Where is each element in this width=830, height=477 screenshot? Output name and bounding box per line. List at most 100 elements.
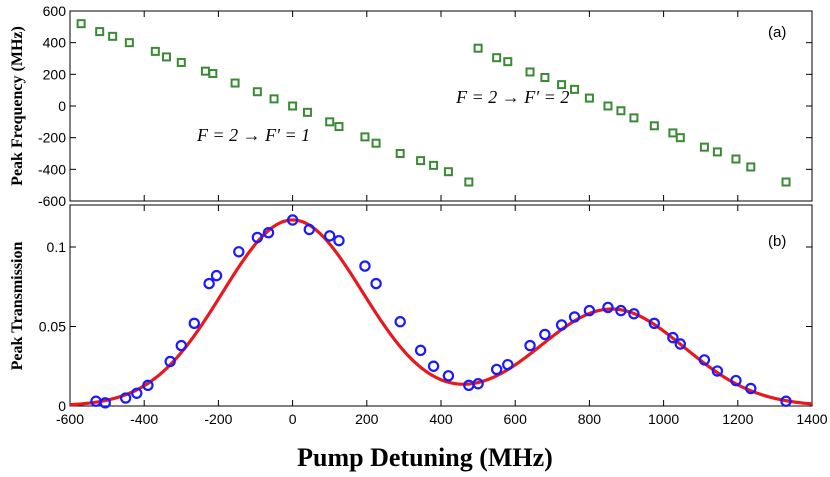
a-point [503, 57, 513, 67]
b-point [472, 378, 484, 390]
panel-a-frame [69, 10, 813, 202]
x-tick-label: 200 [355, 411, 379, 427]
b-point [780, 395, 792, 407]
a-point [230, 78, 240, 88]
b-point [568, 311, 581, 323]
b-point [730, 374, 742, 387]
a-point [416, 156, 426, 166]
a-point [252, 87, 262, 97]
panel-b-points [90, 214, 792, 409]
panel-b-frame [69, 204, 813, 407]
b-point [602, 301, 614, 314]
a-ytick-label: 200 [43, 66, 67, 82]
x-tick-label: -200 [204, 411, 232, 427]
a-point [371, 138, 381, 148]
a-point [95, 27, 105, 37]
a-point [557, 80, 567, 90]
panel-b-plot: 0.1 0.05 0 (b) Peak Transmission [9, 204, 813, 414]
b-point [233, 246, 245, 258]
x-tick-label: 0 [289, 411, 297, 427]
b-point [583, 304, 596, 317]
a-ytick-label: -600 [38, 193, 66, 209]
b-point [745, 382, 757, 395]
b-ytick-label: 0.1 [47, 239, 67, 255]
a-point [360, 132, 370, 142]
panel-b-ylabel: Peak Transmission [9, 242, 26, 371]
annotation-f2: F = 2 → F′ = 2 [455, 87, 569, 107]
fit-curve [69, 218, 813, 407]
a-point [540, 73, 550, 82]
b-point [251, 231, 264, 244]
b-point [262, 226, 275, 239]
b-point [667, 331, 679, 344]
b-point [188, 317, 200, 330]
b-point [370, 277, 382, 290]
panel-a-label: (a) [768, 24, 786, 41]
a-point [731, 154, 741, 164]
a-ytick-label: 600 [43, 3, 67, 19]
a-point [584, 93, 594, 103]
b-point [555, 319, 568, 331]
b-point [628, 308, 640, 320]
a-point [395, 149, 405, 158]
b-point [131, 387, 143, 399]
b-point [175, 339, 187, 352]
x-tick-label: 1200 [722, 411, 753, 427]
x-tick-label: 1000 [648, 411, 679, 427]
a-point [443, 167, 453, 177]
x-tick-label: 800 [578, 411, 602, 427]
b-point [210, 269, 223, 282]
a-point [302, 107, 312, 117]
b-point [99, 397, 111, 409]
b-point [711, 365, 724, 377]
a-ytick-label: 0 [58, 98, 66, 114]
x-tick-label: -400 [130, 411, 158, 427]
panel-a-points [76, 19, 791, 187]
x-tick-label: 600 [504, 411, 528, 427]
a-ytick-label: -400 [38, 161, 66, 177]
x-tick-label: 1400 [796, 411, 827, 427]
a-point [464, 177, 474, 187]
b-point [490, 363, 503, 376]
b-point [333, 234, 345, 247]
b-point [442, 370, 455, 382]
a-point [176, 57, 186, 67]
a-point [603, 101, 613, 111]
panel-a-ticks: 600 400 200 0 -200 -400 -600 [38, 3, 813, 209]
b-point [303, 223, 315, 236]
b-point [203, 277, 215, 290]
a-point [108, 31, 118, 41]
a-point [492, 53, 502, 63]
a-point [629, 113, 639, 123]
b-point [359, 260, 371, 272]
x-tick-label: -600 [56, 411, 84, 427]
b-point [286, 214, 299, 226]
a-point [269, 94, 279, 104]
b-point [698, 354, 711, 366]
a-point [334, 122, 344, 132]
b-point [615, 304, 627, 317]
b-point [394, 316, 406, 328]
b-ytick-label: 0.05 [39, 319, 66, 335]
a-point [616, 106, 626, 116]
a-point [76, 19, 86, 29]
panel-b-ticks: 0.1 0.05 0 [39, 205, 813, 414]
a-point [525, 67, 535, 77]
a-point [649, 121, 659, 131]
b-ytick-label: 0 [58, 398, 66, 414]
b-point [119, 392, 132, 404]
panel-a-plot: 600 400 200 0 -200 -400 -600 (a) F = 2 → F′ = … [9, 3, 813, 209]
a-point [668, 128, 678, 138]
a-point [208, 69, 218, 79]
a-point [161, 52, 171, 62]
a-point [150, 46, 160, 56]
a-point [325, 117, 335, 127]
panel-b-label: (b) [768, 233, 786, 250]
a-ytick-label: 400 [43, 35, 67, 51]
annotation-f1: F = 2 → F′ = 1 [196, 125, 310, 145]
b-point [648, 317, 661, 330]
b-point [674, 338, 686, 350]
x-tick-label: 400 [429, 411, 453, 427]
b-point [324, 230, 336, 242]
